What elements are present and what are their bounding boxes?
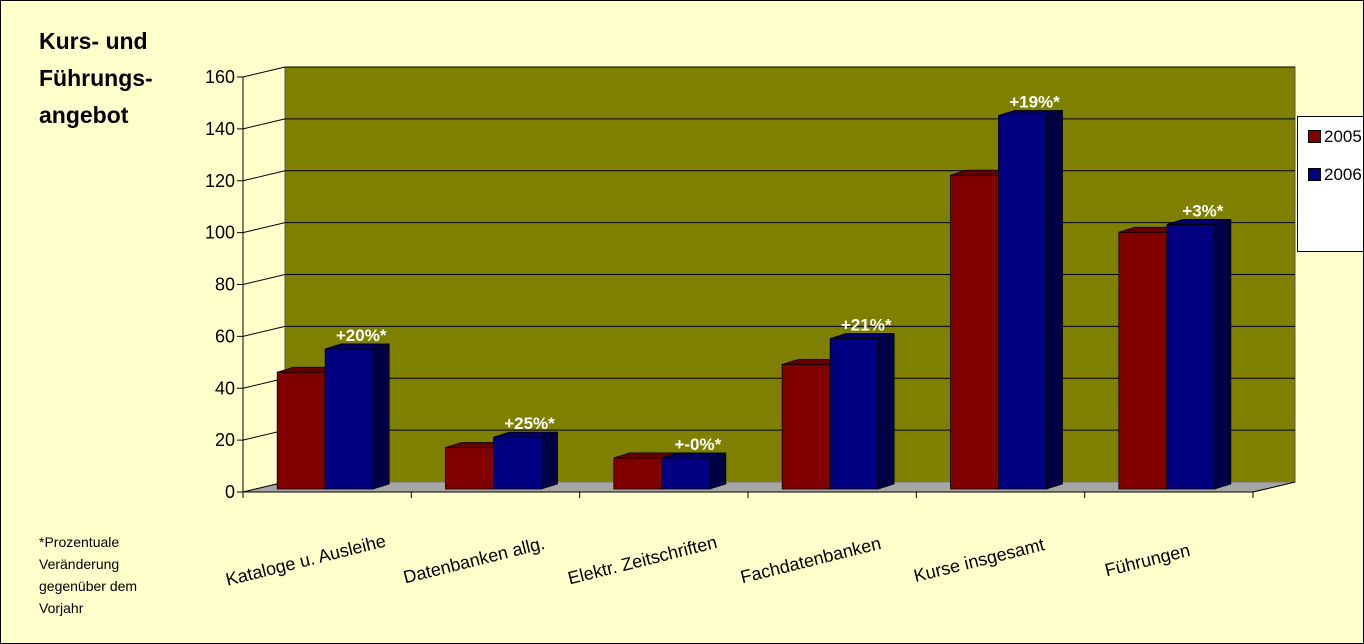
legend-label-2005: 2005 xyxy=(1324,127,1362,146)
legend-swatch-2005 xyxy=(1308,130,1321,143)
gridline-diagonal xyxy=(242,325,286,337)
bar-front xyxy=(613,457,663,490)
bar-front xyxy=(661,457,711,490)
y-tick-label: 40 xyxy=(215,378,235,398)
bar-front xyxy=(445,447,494,490)
y-tick-label: 100 xyxy=(205,223,235,243)
bar-front xyxy=(998,115,1047,490)
bar-side xyxy=(877,333,895,490)
gridline-diagonal xyxy=(242,118,286,130)
bar-2006 xyxy=(661,452,727,490)
bar-2006 xyxy=(1166,218,1232,490)
bar-annotation: +21%* xyxy=(841,316,892,335)
gridline-diagonal xyxy=(242,274,286,285)
bar-annotation: +20%* xyxy=(336,326,387,345)
bar-front xyxy=(493,436,542,490)
bar-annotation: +25%* xyxy=(504,414,555,433)
y-tick-label: 80 xyxy=(215,275,235,295)
bar-side xyxy=(709,452,727,490)
bar-side xyxy=(1214,218,1232,490)
legend: 2005 2006 xyxy=(1297,116,1363,252)
y-tick-label: 20 xyxy=(215,430,235,450)
y-tick-label: 60 xyxy=(215,326,235,346)
bar-annotation: +-0%* xyxy=(674,435,721,454)
bar-side xyxy=(541,431,558,490)
bar-front xyxy=(829,338,879,490)
bar-2006 xyxy=(829,333,895,490)
bar-front xyxy=(1118,231,1168,490)
legend-item-2006: 2006 xyxy=(1308,165,1362,185)
bar-2006 xyxy=(998,109,1063,490)
bar-annotation: +19%* xyxy=(1009,93,1060,112)
y-tick-label: 140 xyxy=(205,119,235,139)
bar-front xyxy=(324,348,374,490)
bar-side xyxy=(372,343,390,490)
bar-top xyxy=(1166,219,1231,225)
gridline-diagonal xyxy=(242,170,286,182)
bar-front xyxy=(781,364,831,490)
chart-title: Kurs- und Führungs-angebot xyxy=(39,28,153,128)
y-tick-label: 160 xyxy=(205,67,235,87)
x-tick-label: Führungen xyxy=(1103,540,1192,580)
y-tick-label: 0 xyxy=(225,482,235,502)
bar-top xyxy=(493,431,558,438)
bar-2006 xyxy=(324,343,390,490)
bar-front xyxy=(1166,224,1216,490)
x-tick-label: Fachdatenbanken xyxy=(738,533,883,587)
bar-2006 xyxy=(493,431,558,490)
bar-top xyxy=(325,343,390,350)
bar-top xyxy=(830,333,895,339)
bar-top xyxy=(661,452,726,459)
legend-swatch-2006 xyxy=(1308,168,1321,181)
legend-label-2006: 2006 xyxy=(1324,165,1362,184)
legend-item-2005: 2005 xyxy=(1308,127,1362,147)
bar-front xyxy=(276,371,326,490)
x-tick-label: Kataloge u. Ausleihe xyxy=(224,531,388,590)
bar-side xyxy=(1046,109,1063,490)
y-tick-label: 120 xyxy=(205,171,235,191)
x-tick-label: Elektr. Zeitschriften xyxy=(566,532,719,588)
gridline-diagonal xyxy=(242,222,286,234)
x-tick-label: Datenbanken allg. xyxy=(401,533,547,588)
bar-front xyxy=(950,174,999,490)
x-tick-label: Kurse insgesamt xyxy=(912,534,1047,586)
bar-annotation: +3%* xyxy=(1182,201,1223,220)
gridline-diagonal xyxy=(242,66,286,78)
x-axis-depth xyxy=(1252,481,1296,493)
bar-top xyxy=(998,110,1063,116)
footnote: *Prozentuale Veränderung gegenüber dem V… xyxy=(39,534,138,616)
